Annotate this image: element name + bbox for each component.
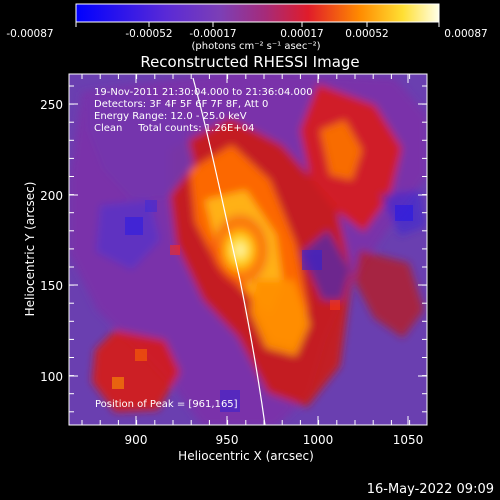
heatmap-image bbox=[69, 74, 427, 425]
y-tick-label: 150 bbox=[40, 279, 63, 293]
colorbar-tick-label: -0.00052 bbox=[125, 28, 172, 40]
detectors-text: Detectors: 3F 4F 5F 6F 7F 8F, Att 0 bbox=[94, 99, 268, 110]
y-tick-label: 200 bbox=[40, 189, 63, 203]
x-tick-label: 950 bbox=[216, 433, 239, 447]
colorbar-tick-label: -0.00087 bbox=[6, 28, 53, 40]
y-tick-label: 100 bbox=[40, 370, 63, 384]
colorbar-tick-labels: -0.00087 -0.00052 -0.00017 0.00017 0.000… bbox=[6, 28, 487, 40]
y-tick-labels: 250 200 150 100 bbox=[40, 98, 63, 384]
energy-range-text: Energy Range: 12.0 - 25.0 keV bbox=[94, 111, 247, 122]
y-axis-label: Heliocentric Y (arcsec) bbox=[23, 182, 37, 317]
plot-frame bbox=[68, 73, 428, 426]
x-axis-label: Heliocentric X (arcsec) bbox=[178, 449, 314, 463]
colorbar-tick-label: 0.00087 bbox=[444, 28, 487, 40]
colorbar-tick-label: 0.00052 bbox=[345, 28, 388, 40]
footer-timestamp: 16-May-2022 09:09 bbox=[367, 482, 494, 497]
x-tick-labels: 900 950 1000 1050 bbox=[125, 433, 424, 447]
solar-limb-line bbox=[192, 77, 266, 425]
time-range-text: 19-Nov-2011 21:30:04.000 to 21:36:04.000 bbox=[94, 87, 313, 98]
colorbar bbox=[75, 3, 440, 23]
colorbar-ticks bbox=[75, 22, 440, 27]
x-tick-label: 1000 bbox=[303, 433, 334, 447]
x-tick-label: 1050 bbox=[393, 433, 424, 447]
axis-ticks bbox=[69, 74, 427, 425]
colorbar-tick-label: -0.00017 bbox=[189, 28, 236, 40]
colorbar-tick-label: 0.00017 bbox=[280, 28, 323, 40]
x-tick-label: 900 bbox=[125, 433, 148, 447]
colorbar-units-label: (photons cm⁻² s⁻¹ asec⁻²) bbox=[191, 41, 320, 52]
peak-position-text: Position of Peak = [961,165] bbox=[95, 399, 238, 410]
y-tick-label: 250 bbox=[40, 98, 63, 112]
clean-counts-text: Clean Total counts: 1.26E+04 bbox=[94, 123, 254, 134]
chart-title: Reconstructed RHESSI Image bbox=[140, 53, 359, 71]
